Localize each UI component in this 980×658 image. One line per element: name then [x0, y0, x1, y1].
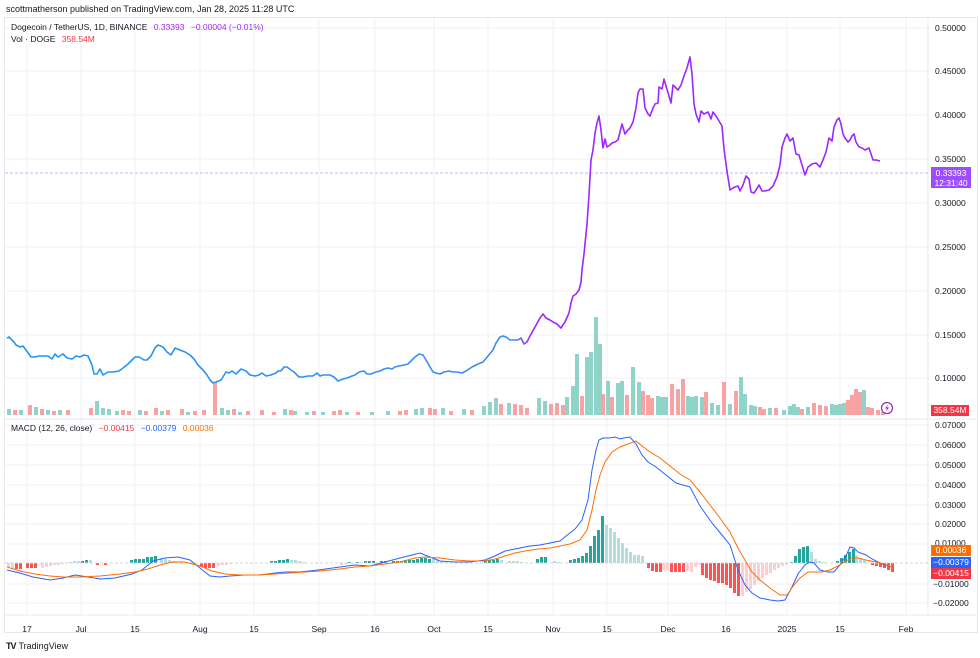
signal-tag: 0.00036	[931, 545, 971, 556]
macd-tick: 0.04000	[935, 480, 966, 490]
tv-logo-icon: TV	[6, 641, 16, 651]
time-tick: 15	[483, 624, 493, 634]
time-tick: Oct	[427, 624, 441, 634]
tradingview-logo[interactable]: TV TradingView	[6, 641, 68, 651]
time-tick: 17	[22, 624, 32, 634]
price-tick: 0.30000	[935, 198, 966, 208]
time-tick: 15	[130, 624, 140, 634]
signal-line	[6, 440, 893, 596]
macd-line	[6, 436, 893, 602]
time-tick: Feb	[898, 624, 914, 634]
time-tick: Dec	[660, 624, 676, 634]
price-tick: 0.40000	[935, 110, 966, 120]
macd-tag: −0.00379	[931, 557, 971, 568]
macd-line-value: −0.00379	[140, 423, 177, 433]
time-tick: Nov	[545, 624, 561, 634]
macd-legend: MACD (12, 26, close) −0.00415 −0.00379 0…	[11, 423, 218, 433]
time-tick: 15	[835, 624, 845, 634]
price-tick: 0.45000	[935, 66, 966, 76]
time-tick: 16	[370, 624, 380, 634]
time-tick: Jul	[75, 624, 87, 634]
volume-tag: 358.54M	[931, 405, 969, 416]
price-tick: 0.20000	[935, 286, 966, 296]
time-tick: Sep	[311, 624, 327, 634]
last-price: 0.33393	[153, 22, 185, 32]
time-tick: Aug	[192, 624, 208, 634]
macd-tick: 0.05000	[935, 460, 966, 470]
bar-countdown: 12:31:40	[934, 178, 968, 188]
symbol-legend: Dogecoin / TetherUS, 1D, BINANCE 0.33393…	[11, 22, 268, 32]
macd-tick: 0.07000	[935, 420, 966, 430]
macd-tick: 0.02000	[935, 519, 966, 529]
price-tick: 0.35000	[935, 154, 966, 164]
chart-frame	[4, 17, 978, 633]
time-tick: 2025	[777, 624, 797, 634]
macd-tick: −0.01000	[933, 579, 969, 589]
volume-bars	[7, 317, 885, 415]
lightning-icon[interactable]	[880, 401, 894, 415]
macd-tick: 0.06000	[935, 440, 966, 450]
price-tick: 0.10000	[935, 373, 966, 383]
time-tick: 15	[602, 624, 612, 634]
price-tick: 0.25000	[935, 242, 966, 252]
time-tick: 15	[249, 624, 259, 634]
macd-tick: 0.03000	[935, 500, 966, 510]
volume-title[interactable]: Vol · DOGE	[11, 34, 56, 44]
price-tick: 0.15000	[935, 330, 966, 340]
last-price-tag: 0.33393 12:31:40	[931, 167, 971, 188]
macd-tick: 0.01000	[935, 538, 966, 548]
volume-value: 358.54M	[61, 34, 95, 44]
price-change: −0.00004 (−0.01%)	[190, 22, 264, 32]
publish-info: scottmatherson published on TradingView.…	[6, 4, 295, 14]
price-tick: 0.50000	[935, 23, 966, 33]
price-line	[6, 56, 881, 384]
last-price-tag-value: 0.33393	[935, 168, 967, 178]
macd-signal-value: 0.00036	[182, 423, 214, 433]
brand-name: TradingView	[18, 641, 69, 651]
time-tick: 16	[721, 624, 731, 634]
hist-tag: −0.00415	[931, 568, 971, 579]
macd-title[interactable]: MACD (12, 26, close)	[11, 423, 93, 433]
symbol-title[interactable]: Dogecoin / TetherUS, 1D, BINANCE	[11, 22, 148, 32]
macd-hist-value: −0.00415	[98, 423, 135, 433]
volume-legend: Vol · DOGE 358.54M	[11, 34, 99, 44]
grid	[5, 18, 928, 615]
macd-tick: −0.02000	[933, 598, 969, 608]
